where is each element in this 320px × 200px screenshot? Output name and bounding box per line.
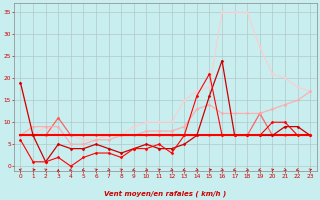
X-axis label: Vent moyen/en rafales ( km/h ): Vent moyen/en rafales ( km/h ) bbox=[104, 190, 227, 197]
